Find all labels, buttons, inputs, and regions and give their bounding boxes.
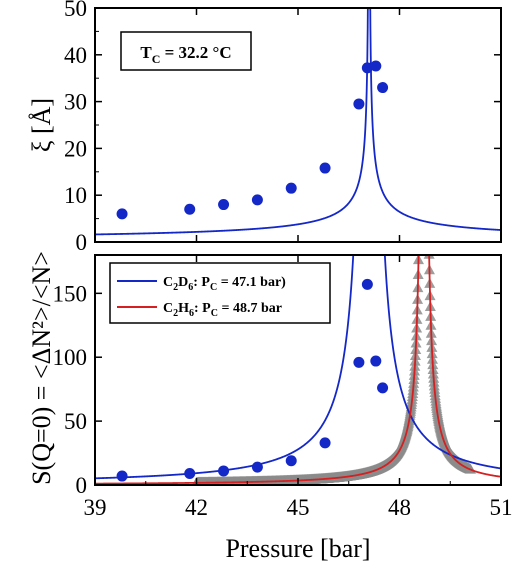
bottom-x-tick-label: 42: [185, 495, 208, 520]
c2d6-data-point: [285, 455, 297, 467]
legend: C2D6: PC = 47.1 bar) C2H6: PC = 48.7 bar: [109, 262, 331, 324]
critical-temperature-annotation: TC = 32.2 °C: [120, 31, 252, 71]
c2d6-fit-curve: [95, 255, 501, 480]
top-y-tick-label: 10: [64, 183, 87, 208]
c2d6-data-point: [218, 465, 230, 477]
top-data-point: [377, 82, 389, 94]
svg-text:C2D6: PC = 47.1 bar): C2D6: PC = 47.1 bar): [163, 275, 286, 293]
top-y-tick-label: 40: [64, 43, 87, 68]
c2d6-data-point: [319, 437, 331, 449]
top-y-axis-label: ξ [Å]: [27, 98, 56, 152]
c2d6-points: [116, 278, 389, 482]
bottom-y-tick-label: 50: [64, 409, 87, 434]
top-y-tick-label: 30: [64, 90, 87, 115]
top-data-point: [361, 62, 373, 74]
c2d6-data-point: [184, 468, 196, 479]
top-data-point: [116, 208, 128, 220]
top-data-point: [285, 182, 297, 194]
top-data-point: [319, 162, 331, 174]
c2d6-data-point: [377, 382, 389, 394]
c2d6-data-point: [361, 278, 373, 290]
top-data-point: [251, 194, 263, 206]
top-data-point: [370, 60, 382, 72]
c2d6-data-point: [251, 461, 263, 473]
c2d6-data-point: [353, 356, 365, 368]
svg-text:C2H6: PC = 48.7 bar: C2H6: PC = 48.7 bar: [163, 301, 282, 319]
bottom-y-axis-label: S(Q=0) = <ΔN²>/<N>: [27, 251, 56, 485]
c2d6-data-point: [370, 355, 382, 367]
x-axis-label: Pressure [bar]: [225, 534, 370, 563]
bottom-y-tick-label: 0: [76, 473, 88, 498]
top-fit-curve: [95, 8, 501, 236]
bottom-x-tick-label: 51: [490, 495, 513, 520]
annotation-value: = 32.2 °C: [160, 43, 231, 62]
annotation-subscript: C: [152, 52, 161, 66]
bottom-y-tick-label: 100: [53, 345, 88, 370]
bottom-x-tick-label: 45: [287, 495, 310, 520]
top-y-tick-label: 50: [64, 0, 87, 21]
top-panel: 0 10 20 30 40 50 ξ [Å] TC = 32.2 °C: [27, 0, 502, 255]
svg-text:TC = 32.2 °C: TC = 32.2 °C: [140, 43, 231, 66]
bottom-x-tick-label: 39: [84, 495, 107, 520]
c2h6-fit-curve: [95, 255, 501, 485]
annotation-symbol: T: [140, 43, 152, 62]
top-y-tick-label: 0: [76, 230, 88, 255]
top-data-point: [353, 98, 365, 110]
top-y-tick-label: 20: [64, 136, 87, 161]
bottom-x-tick-label: 48: [388, 495, 411, 520]
c2d6-data-point: [116, 470, 128, 482]
top-data-point: [184, 203, 196, 215]
top-data-point: [218, 199, 230, 211]
bottom-y-tick-label: 150: [53, 281, 88, 306]
